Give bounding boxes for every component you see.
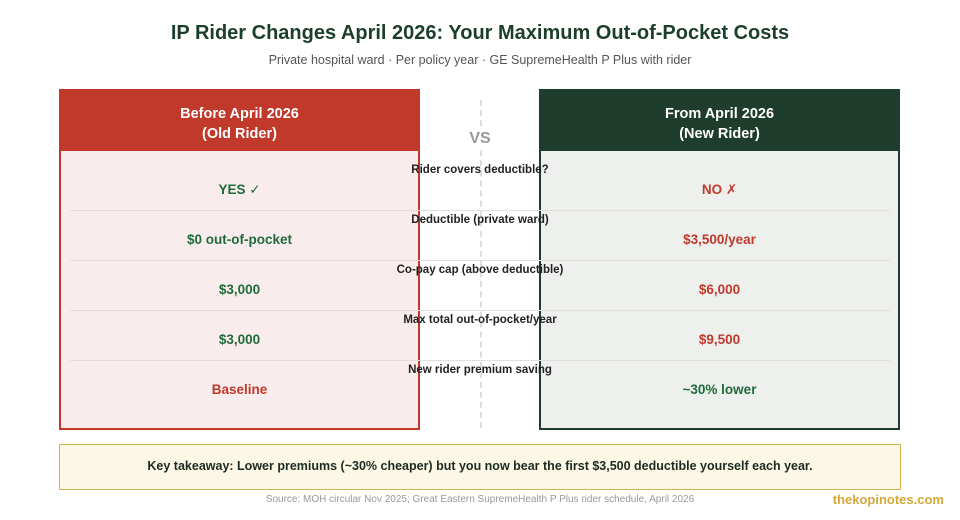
- source-note: Source: MOH circular Nov 2025; Great Eas…: [265, 494, 695, 505]
- old-value-deductible: $0 out-of-pocket: [186, 232, 292, 247]
- key-takeaway-box: Key takeaway: Lower premiums (~30% cheap…: [59, 444, 901, 490]
- center-divider: [480, 100, 482, 428]
- new-value-deductible: $3,500/year: [683, 232, 756, 247]
- row-label-max-out-of-pocket: Max total out-of-pocket/year: [403, 314, 557, 326]
- new-value-premium-saving: ~30% lower: [682, 382, 757, 397]
- page-title: IP Rider Changes April 2026: Your Maximu…: [170, 22, 790, 44]
- new-rider-panel: From April 2026 (New Rider): [539, 89, 900, 430]
- old-value-deductible-coverage: YES ✓: [218, 182, 261, 197]
- row-separator: [70, 210, 890, 211]
- old-value-copay-cap: $3,000: [218, 282, 261, 297]
- old-value-premium-saving: Baseline: [211, 382, 268, 397]
- new-rider-header: From April 2026 (New Rider): [541, 91, 898, 151]
- new-value-copay-cap: $6,000: [698, 282, 741, 297]
- row-separator: [70, 310, 890, 311]
- old-rider-header: Before April 2026 (Old Rider): [61, 91, 418, 151]
- row-label-premium-saving: New rider premium saving: [408, 364, 552, 376]
- old-rider-title: Before April 2026: [180, 106, 299, 122]
- old-rider-panel: Before April 2026 (Old Rider): [59, 89, 420, 430]
- row-separator: [70, 360, 890, 361]
- row-separator: [70, 260, 890, 261]
- brand-watermark: thekopinotes.com: [832, 492, 944, 507]
- new-value-deductible-coverage: NO ✗: [701, 182, 738, 197]
- old-rider-subtitle: (Old Rider): [202, 126, 277, 142]
- row-label-deductible-coverage: Rider covers deductible?: [411, 164, 549, 176]
- page-subtitle: Private hospital ward · Per policy year …: [268, 53, 692, 67]
- vs-label: VS: [460, 130, 500, 148]
- row-label-copay-cap: Co-pay cap (above deductible): [396, 264, 564, 276]
- new-rider-title: From April 2026: [664, 106, 775, 122]
- new-rider-subtitle: (New Rider): [679, 126, 760, 142]
- old-value-max-out-of-pocket: $3,000: [218, 332, 261, 347]
- new-value-max-out-of-pocket: $9,500: [698, 332, 741, 347]
- row-label-deductible: Deductible (private ward): [411, 214, 549, 226]
